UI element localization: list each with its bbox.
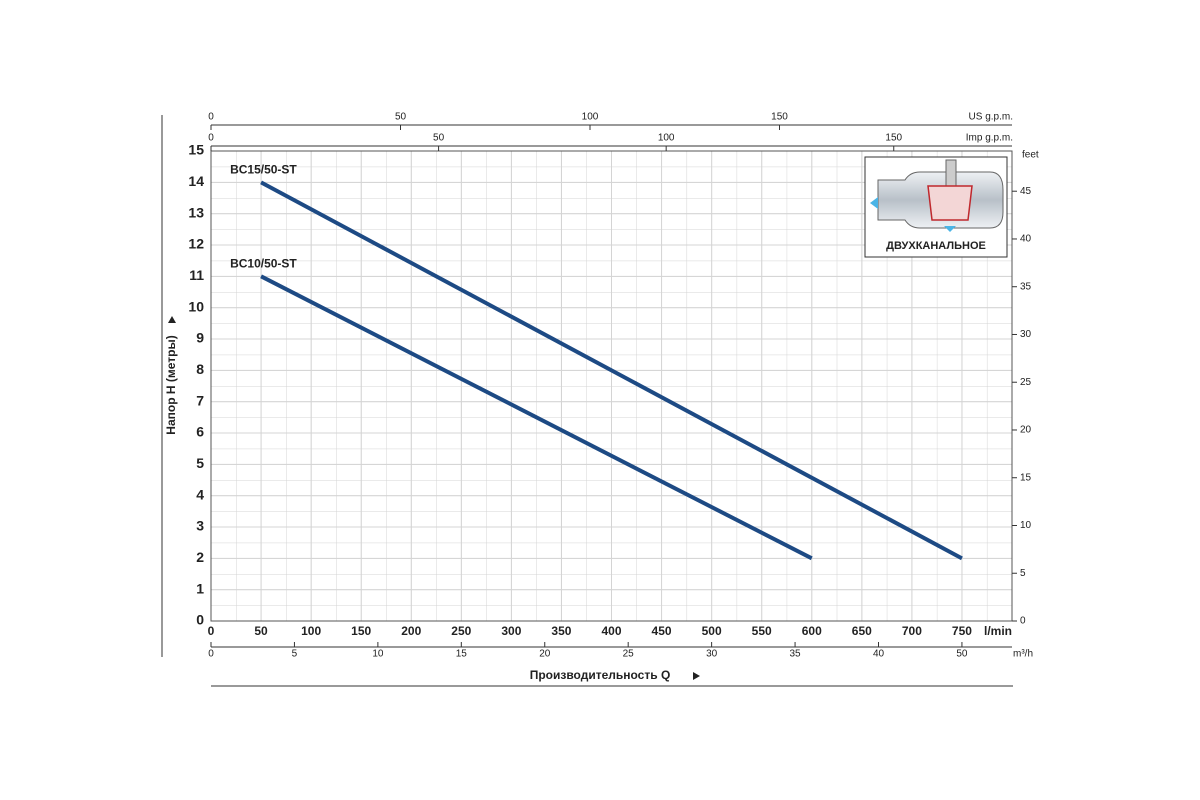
plot-frame: [210, 150, 1013, 622]
secondary-tick-label: 0: [208, 133, 214, 144]
y-tick-label: 4: [196, 486, 204, 502]
x-tick-label: 450: [652, 624, 672, 638]
x-tick-label: 400: [601, 624, 621, 638]
y2-tick-label: 10: [1020, 520, 1032, 531]
impeller: [927, 185, 973, 221]
y-tick-label: 11: [189, 267, 204, 283]
y2-tick-label: 30: [1020, 329, 1032, 340]
secondary-tick-label: 35: [790, 649, 802, 660]
y2-tick-label: 40: [1020, 234, 1032, 245]
x-unit: l/min: [984, 624, 1012, 638]
secondary-tick-label: 0: [208, 649, 214, 660]
series-label: BC15/50-ST: [230, 163, 297, 177]
secondary-tick-label: 5: [292, 649, 298, 660]
secondary-tick-label: 150: [771, 112, 788, 123]
y-tick-label: 2: [196, 549, 204, 565]
y-tick-label: 13: [188, 204, 204, 220]
y-tick-label: 0: [196, 612, 204, 628]
inset: ДВУХКАНАЛЬНОЕ: [864, 156, 1008, 258]
x-tick-label: 200: [401, 624, 421, 638]
x-tick-label: 700: [902, 624, 922, 638]
y-axis-title: Напор H (метры): [164, 335, 178, 434]
y2-tick-label: 25: [1020, 377, 1032, 388]
y2-tick-label: 20: [1020, 425, 1032, 436]
y2-tick-label: 45: [1020, 186, 1032, 197]
secondary-tick-label: 50: [956, 649, 968, 660]
y-tick-label: 15: [188, 142, 204, 158]
x-tick-label: 100: [301, 624, 321, 638]
shaft: [945, 159, 957, 189]
x-tick-label: 0: [208, 624, 215, 638]
x-axis-title: Производительность Q: [530, 668, 671, 682]
x-tick-label: 150: [351, 624, 371, 638]
secondary-tick-label: 30: [706, 649, 718, 660]
secondary-tick-label: 40: [873, 649, 885, 660]
y2-unit: feet: [1022, 150, 1039, 161]
secondary-tick-label: 50: [433, 133, 445, 144]
arrow: [168, 316, 176, 323]
arrow: [693, 672, 700, 680]
x-tick-label: 300: [501, 624, 521, 638]
secondary-unit: US g.p.m.: [969, 112, 1013, 123]
y-tick-label: 14: [188, 173, 204, 189]
x-tick-label: 650: [852, 624, 872, 638]
x-tick-label: 250: [451, 624, 471, 638]
x-tick-label: 350: [551, 624, 571, 638]
y-tick-label: 8: [196, 361, 204, 377]
y-tick-label: 7: [196, 392, 204, 408]
y2-tick-label: 35: [1020, 281, 1032, 292]
secondary-unit: m³/h: [1013, 649, 1033, 660]
series-line: [260, 274, 813, 561]
secondary-tick-label: 10: [372, 649, 384, 660]
y2-tick-label: 15: [1020, 472, 1032, 483]
y-tick-label: 6: [196, 424, 204, 440]
secondary-tick-label: 0: [208, 112, 214, 123]
y-tick-label: 12: [188, 236, 204, 252]
inset-label: ДВУХКАНАЛЬНОЕ: [886, 240, 986, 252]
secondary-tick-label: 150: [885, 133, 902, 144]
x-tick-label: 500: [702, 624, 722, 638]
x-tick-label: 750: [952, 624, 972, 638]
secondary-tick-label: 20: [539, 649, 551, 660]
secondary-unit: Imp g.p.m.: [966, 133, 1013, 144]
flow-arrow: [870, 197, 878, 209]
secondary-tick-label: 100: [658, 133, 675, 144]
y2-tick-label: 5: [1020, 568, 1026, 579]
y-tick-label: 5: [196, 455, 204, 471]
x-tick-label: 50: [254, 624, 268, 638]
y-tick-label: 9: [196, 330, 204, 346]
y2-tick-label: 0: [1020, 616, 1026, 627]
y-tick-label: 3: [196, 518, 204, 534]
secondary-tick-label: 25: [623, 649, 635, 660]
x-tick-label: 550: [752, 624, 772, 638]
secondary-tick-label: 15: [456, 649, 468, 660]
y-tick-label: 10: [188, 298, 204, 314]
series-line: [260, 180, 963, 561]
secondary-tick-label: 100: [582, 112, 599, 123]
series-label: BC10/50-ST: [230, 257, 297, 271]
x-tick-label: 600: [802, 624, 822, 638]
flow-arrow: [944, 226, 956, 232]
secondary-tick-label: 50: [395, 112, 407, 123]
y-tick-label: 1: [196, 580, 204, 596]
